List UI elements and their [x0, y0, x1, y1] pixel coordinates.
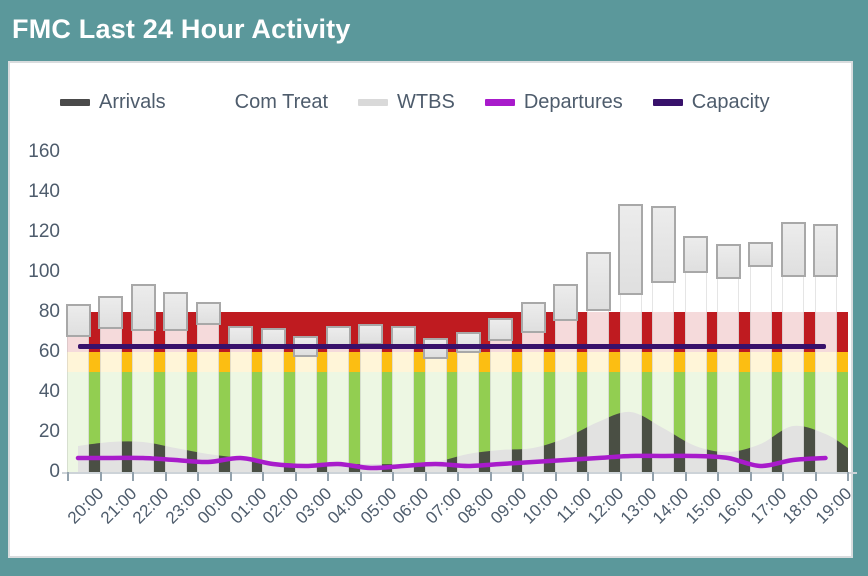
x-tick: [294, 472, 297, 481]
legend-item-departures[interactable]: Departures: [484, 91, 623, 114]
x-tick: [327, 472, 329, 481]
wtbs-bar[interactable]: [195, 302, 221, 325]
chart-card: Arrivals Com Treat WTBS Departures Capacity …: [8, 61, 857, 558]
x-tick: [717, 472, 719, 481]
x-tick: [847, 472, 849, 481]
plot-area: [65, 63, 857, 472]
x-tick: [457, 472, 459, 481]
wtbs-bar[interactable]: [748, 242, 773, 267]
x-tick: [782, 472, 784, 481]
wtbs-bar[interactable]: [488, 318, 513, 341]
wtbs-bar[interactable]: [780, 222, 806, 277]
y-axis-label: 60: [38, 341, 60, 362]
x-tick: [99, 472, 102, 481]
departures-line: [75, 453, 828, 471]
y-axis-label: 100: [28, 261, 60, 282]
x-tick: [164, 472, 167, 481]
wtbs-bar[interactable]: [130, 284, 156, 331]
page-title: FMC Last 24 Hour Activity: [12, 14, 351, 44]
y-axis-label: 80: [38, 301, 60, 322]
legend-swatch-icon: [195, 99, 226, 106]
legend-swatch-icon: [358, 99, 389, 106]
legend-item-arrivals[interactable]: Arrivals: [60, 91, 166, 114]
wtbs-bar[interactable]: [715, 244, 741, 279]
x-tick: [67, 472, 69, 481]
legend-label: Capacity: [691, 91, 770, 113]
wtbs-bar[interactable]: [520, 302, 546, 333]
wtbs-bar[interactable]: [65, 304, 91, 337]
x-tick: [229, 472, 232, 481]
x-tick: [619, 472, 622, 481]
wtbs-bar[interactable]: [163, 292, 188, 331]
wtbs-bar[interactable]: [650, 206, 676, 283]
x-tick: [197, 472, 199, 481]
wtbs-bar[interactable]: [813, 224, 838, 277]
wtbs-bar[interactable]: [423, 338, 448, 359]
legend-swatch-icon: [484, 99, 515, 106]
x-tick: [132, 472, 134, 481]
x-tick: [814, 472, 817, 481]
legend-item-wtbs[interactable]: WTBS: [358, 91, 455, 114]
x-tick: [424, 472, 427, 481]
y-axis-label: 40: [38, 381, 60, 402]
legend-label: Departures: [523, 91, 623, 113]
wtbs-bar[interactable]: [683, 236, 708, 273]
title-bar: FMC Last 24 Hour Activity: [0, 0, 868, 61]
x-tick: [554, 472, 557, 481]
legend-label: Com Treat: [234, 91, 329, 113]
x-tick: [652, 472, 654, 481]
x-tick: [587, 472, 589, 481]
x-tick: [522, 472, 524, 481]
x-tick: [262, 472, 264, 481]
legend-label: WTBS: [397, 91, 455, 113]
legend-item-com-treat[interactable]: Com Treat: [195, 91, 329, 114]
legend-swatch-icon: [652, 99, 683, 106]
y-axis-label: 160: [28, 141, 60, 162]
x-tick: [359, 472, 362, 481]
legend-swatch-icon: [60, 99, 90, 106]
capacity-line: [78, 343, 826, 349]
departures-line-svg: [75, 453, 828, 471]
x-tick: [684, 472, 687, 481]
y-axis-label: 140: [28, 181, 60, 202]
y-axis-label: 0: [49, 461, 60, 482]
x-axis-line: [62, 472, 857, 474]
wtbs-bar[interactable]: [585, 252, 611, 311]
wtbs-bar[interactable]: [553, 284, 578, 321]
wtbs-bar[interactable]: [98, 296, 123, 329]
legend-label: Arrivals: [99, 91, 166, 113]
legend-item-capacity[interactable]: Capacity: [652, 91, 770, 114]
chart-legend: Arrivals Com Treat WTBS Departures Capacity: [60, 91, 770, 114]
y-axis-label: 20: [38, 421, 60, 442]
x-tick: [489, 472, 492, 481]
x-tick: [392, 472, 394, 481]
y-axis-label: 120: [28, 221, 60, 242]
x-tick: [749, 472, 752, 481]
wtbs-bar[interactable]: [618, 204, 643, 295]
